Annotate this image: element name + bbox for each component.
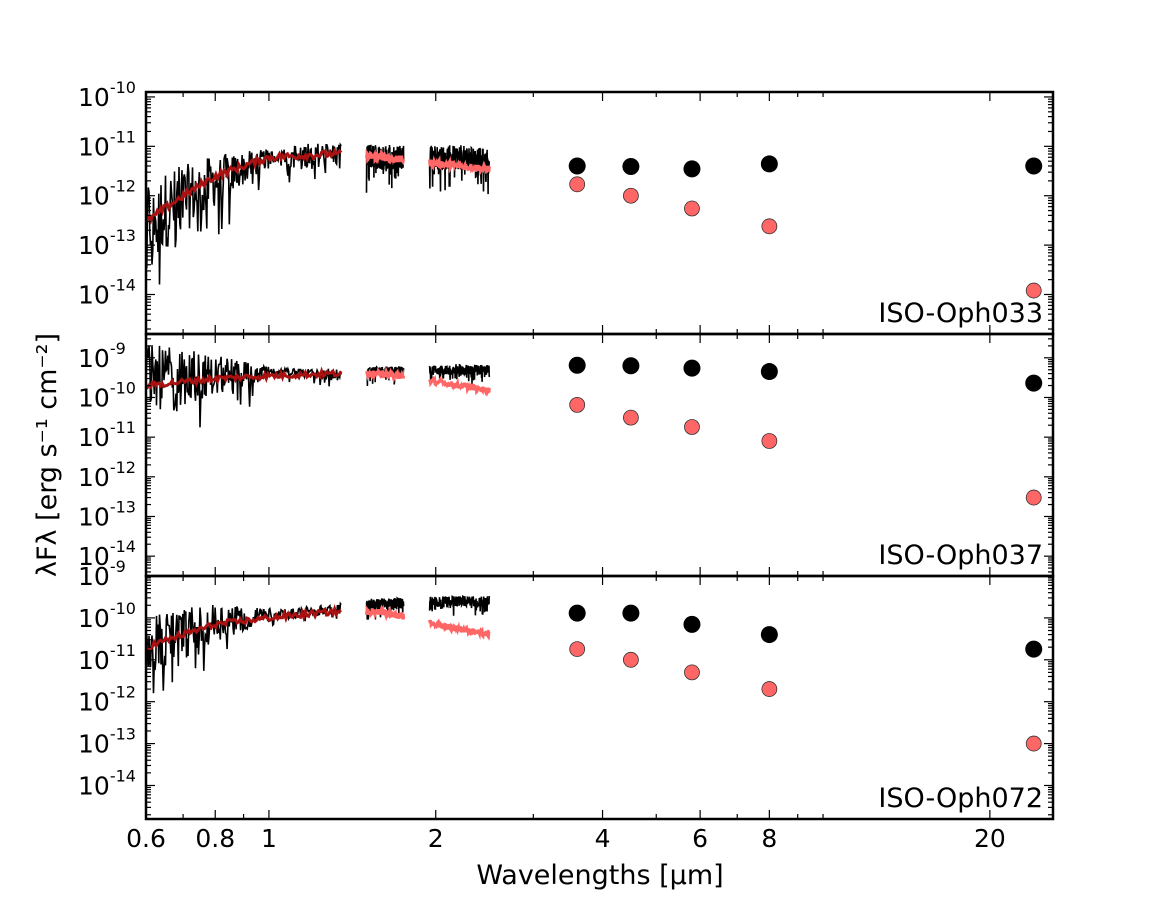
x-tick-label: 8: [761, 824, 777, 853]
observed-point: [1025, 374, 1043, 392]
y-tick-label: 10-12: [78, 177, 136, 211]
observed-point: [760, 626, 778, 644]
x-tick-label: 20: [974, 824, 1006, 853]
observed-point: [760, 363, 778, 381]
observed-point: [1025, 640, 1043, 658]
plot-area: [146, 595, 1043, 752]
model-spectrum-line: [365, 148, 406, 166]
y-tick-label: 10-14: [78, 766, 136, 800]
x-tick-label: 2: [428, 824, 444, 853]
model-spectrum-line: [365, 365, 406, 384]
observed-point: [622, 357, 640, 375]
y-tick-label: 10-11: [78, 127, 136, 161]
dereddened-point: [684, 200, 700, 217]
dereddened-point: [1025, 489, 1042, 506]
x-tick-label: 6: [692, 824, 708, 853]
y-tick-label: 10-9: [78, 557, 126, 591]
observed-point: [760, 155, 778, 173]
y-axis-title: λFλ [erg s⁻¹ cm⁻²]: [32, 333, 63, 577]
model-spectrum-line: [146, 366, 343, 391]
y-tick-label: 10-12: [78, 458, 136, 492]
dereddened-point: [1025, 282, 1042, 299]
observed-spectrum-line: [365, 596, 405, 620]
model-spectrum-line: [146, 603, 342, 651]
y-tick-label: 10-11: [78, 641, 136, 675]
observed-spectrum-line: [146, 142, 342, 285]
observed-point: [622, 158, 640, 176]
y-tick-label: 10-14: [78, 275, 136, 309]
dereddened-point: [622, 409, 639, 426]
y-tick-label: 10-13: [78, 725, 136, 759]
y-tick-label: 10-10: [78, 378, 136, 412]
observed-spectrum-line: [428, 145, 491, 195]
y-tick-label: 10-14: [78, 537, 136, 571]
observed-point: [683, 359, 701, 377]
plot-area: [146, 142, 1043, 299]
dereddened-point: [569, 396, 586, 413]
panel-ISO-Oph033: 10-14 10-13 10-12 10-11 10-10 ISO-Oph033: [78, 78, 1055, 336]
model-spectrum-line: [428, 618, 491, 641]
y-tick-label: 10-12: [78, 683, 136, 717]
y-tick-label: 10-10: [78, 78, 136, 112]
observed-point: [568, 157, 586, 175]
model-spectrum-line: [428, 374, 491, 397]
dereddened-point: [569, 176, 586, 193]
y-tick-label: 10-9: [78, 339, 126, 373]
model-spectrum-line: [365, 604, 406, 622]
observed-point: [568, 356, 586, 374]
dereddened-point: [761, 681, 778, 697]
panel-ISO-Oph037: 10-14 10-13 10-12 10-11 10-10 10-9 ISO-Oph037: [78, 332, 1055, 578]
y-tick-label: 10-13: [78, 497, 136, 531]
dereddened-point: [1025, 735, 1042, 752]
x-axis-title: Wavelengths [μm]: [476, 860, 723, 891]
x-tick-label: 4: [595, 824, 611, 853]
panels-group: 10-1410-1310-1210-1110-10ISO-Oph03310-14…: [78, 78, 1055, 821]
dereddened-point: [622, 651, 639, 668]
y-tick-label: 10-13: [78, 226, 136, 260]
dereddened-point: [761, 218, 778, 235]
observed-spectrum-line: [428, 595, 491, 616]
panel-ISO-Oph072: 10-14 10-13 10-12 10-11 10-10 10-9 ISO-Oph072: [78, 557, 1055, 821]
x-tick-label: 1: [261, 824, 277, 853]
dereddened-point: [684, 664, 700, 681]
observed-point: [622, 604, 640, 622]
observed-point: [683, 160, 701, 178]
observed-point: [683, 615, 701, 633]
panel-label: ISO-Oph033: [878, 298, 1043, 329]
dereddened-point: [622, 187, 639, 204]
dereddened-point: [569, 641, 586, 657]
dereddened-point: [761, 433, 778, 449]
x-axis-ticks: 0.6 0.8 1 2 4 6 8 20: [126, 824, 1006, 853]
model-spectrum-line: [428, 155, 491, 176]
observed-point: [568, 604, 586, 622]
observed-spectrum-line: [146, 345, 342, 428]
plot-area: [146, 345, 1043, 506]
y-tick-label: 10-10: [78, 599, 136, 633]
panel-label: ISO-Oph037: [878, 540, 1043, 571]
observed-spectrum-line: [146, 601, 342, 694]
x-tick-label: 0.8: [195, 824, 235, 853]
observed-point: [1025, 157, 1043, 175]
panel-label: ISO-Oph072: [878, 783, 1043, 814]
dereddened-point: [684, 419, 700, 435]
x-tick-label: 0.6: [126, 824, 166, 853]
y-tick-label: 10-11: [78, 418, 136, 452]
observed-spectrum-line: [428, 363, 491, 385]
panel-frame: [144, 574, 1055, 821]
model-spectrum-line: [146, 147, 343, 225]
